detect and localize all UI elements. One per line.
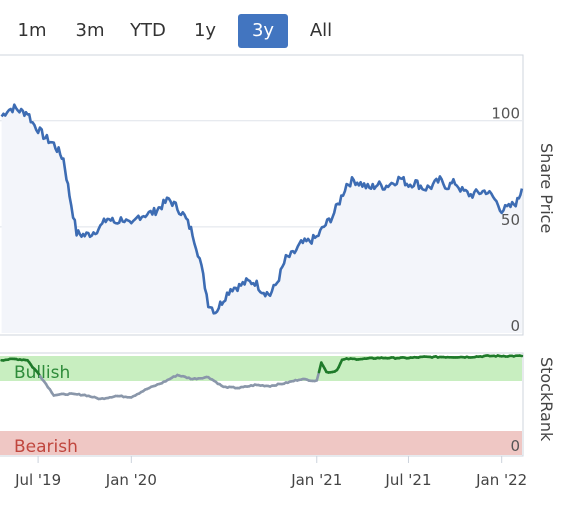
x-axis-tick-label: Jul '21 bbox=[384, 471, 431, 489]
range-button-1m[interactable]: 1m bbox=[17, 20, 47, 41]
price-series-line bbox=[0, 103, 524, 315]
x-axis-tick-label: Jul '19 bbox=[14, 471, 61, 489]
x-axis: Jul '19 Jan '20 Jan '21 Jul '21 Jan '22 bbox=[14, 456, 527, 489]
bullish-band-label: Bullish bbox=[14, 363, 70, 383]
x-axis-tick-label: Jan '21 bbox=[290, 471, 342, 489]
price-y-tick-label: 0 bbox=[510, 317, 520, 335]
range-selector: 1m 3m YTD 1y 3y All bbox=[0, 10, 562, 50]
range-button-ytd[interactable]: YTD bbox=[130, 20, 166, 41]
bullish-band bbox=[0, 356, 522, 381]
x-axis-tick-label: Jan '22 bbox=[475, 471, 527, 489]
price-y-tick-label: 50 bbox=[501, 211, 520, 229]
price-y-axis-title: Share Price bbox=[537, 143, 556, 234]
price-panel: 0 50 100 bbox=[0, 54, 524, 336]
range-button-3m[interactable]: 3m bbox=[75, 20, 105, 41]
stockrank-line-segment bbox=[315, 370, 321, 382]
stockrank-panel: Bullish Bearish 0 bbox=[0, 352, 524, 457]
stockrank-series-lines bbox=[0, 354, 524, 401]
stockrank-y-tick-label: 0 bbox=[510, 437, 520, 455]
range-button-3y[interactable]: 3y bbox=[238, 14, 288, 48]
x-axis-tick-label: Jan '20 bbox=[105, 471, 157, 489]
range-button-1y[interactable]: 1y bbox=[193, 20, 217, 41]
stockrank-y-axis-title: StockRank bbox=[537, 357, 556, 442]
price-area-fill bbox=[1, 104, 522, 333]
price-y-tick-labels: 0 50 100 bbox=[491, 105, 520, 335]
price-y-tick-label: 100 bbox=[491, 105, 520, 123]
range-button-all[interactable]: All bbox=[309, 20, 333, 41]
bearish-band-label: Bearish bbox=[14, 437, 78, 457]
bearish-band bbox=[0, 431, 522, 455]
